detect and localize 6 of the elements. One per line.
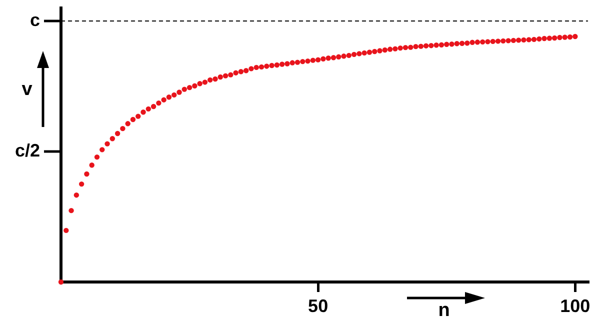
text: c/2 [14, 140, 40, 160]
ref-line-label: c [30, 10, 40, 30]
y-axis-title: v [22, 79, 33, 100]
x-tick-label: 100 [560, 296, 590, 316]
x-tick-label: 50 [308, 296, 328, 316]
x-axis-title: n [438, 300, 450, 322]
